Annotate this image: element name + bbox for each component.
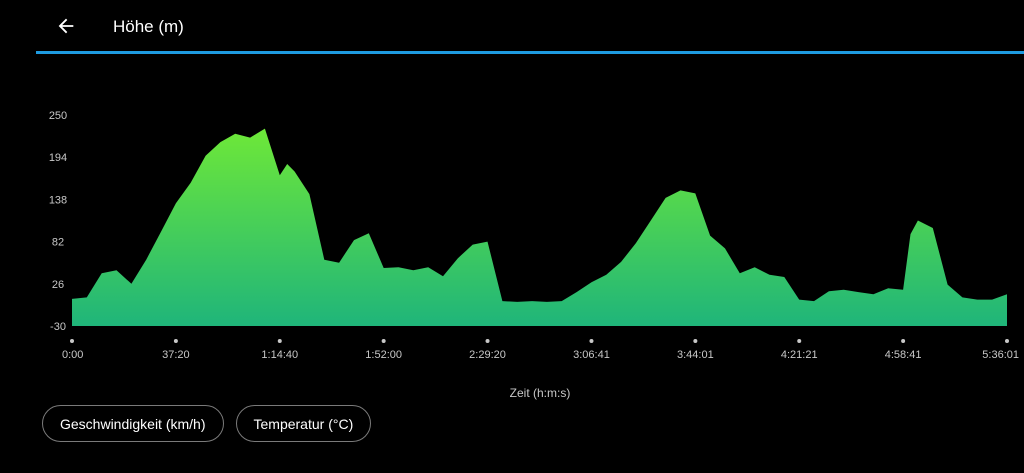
arrow-left-icon bbox=[58, 18, 74, 34]
x-axis-label: Zeit (h:m:s) bbox=[509, 386, 571, 400]
x-tick-dot bbox=[173, 339, 178, 343]
x-tick-label: 4:21:21 bbox=[781, 349, 818, 361]
x-tick-dot bbox=[693, 339, 698, 343]
elevation-chart[interactable]: 250 194 138 82 26 -30 0:00 37:20 1:14:40 1:52:00… bbox=[0, 60, 1024, 410]
x-tick-label: 1:14:40 bbox=[261, 349, 298, 361]
x-tick-dot bbox=[485, 339, 490, 343]
x-tick-label: 4:58:41 bbox=[885, 349, 922, 361]
back-button[interactable] bbox=[50, 10, 82, 42]
y-tick-label: 138 bbox=[49, 194, 67, 206]
y-tick-label: 26 bbox=[52, 279, 64, 291]
temperature-chip[interactable]: Temperatur (°C) bbox=[235, 405, 372, 442]
x-tick-label: 2:29:20 bbox=[469, 349, 506, 361]
title-divider bbox=[36, 51, 1024, 54]
x-tick-dot bbox=[589, 339, 594, 343]
y-tick-label: 194 bbox=[49, 152, 67, 164]
x-tick-label: 1:52:00 bbox=[365, 349, 402, 361]
x-tick-label: 0:00 bbox=[62, 349, 83, 361]
app-bar: Höhe (m) bbox=[0, 0, 1024, 52]
x-tick-dot bbox=[901, 339, 906, 343]
y-tick-label: 250 bbox=[49, 110, 67, 122]
elevation-chart-svg: 250 194 138 82 26 -30 0:00 37:20 1:14:40 1:52:00… bbox=[49, 110, 1019, 361]
x-tick-dot bbox=[277, 339, 282, 343]
x-tick-dot bbox=[70, 339, 74, 343]
y-tick-label: -30 bbox=[50, 321, 66, 333]
x-tick-dot bbox=[1005, 339, 1009, 343]
metric-chips: Geschwindigkeit (km/h) Temperatur (°C) bbox=[42, 405, 372, 442]
elevation-area-series bbox=[72, 128, 1007, 326]
x-tick-label: 3:44:01 bbox=[677, 349, 714, 361]
x-tick-label: 37:20 bbox=[162, 349, 190, 361]
x-tick-label: 3:06:41 bbox=[573, 349, 610, 361]
page-title: Höhe (m) bbox=[113, 17, 184, 36]
x-tick-label: 5:36:01 bbox=[982, 349, 1019, 361]
speed-chip[interactable]: Geschwindigkeit (km/h) bbox=[42, 405, 224, 442]
x-tick-dot bbox=[381, 339, 386, 343]
y-tick-label: 82 bbox=[52, 237, 64, 249]
x-tick-dot bbox=[797, 339, 802, 343]
